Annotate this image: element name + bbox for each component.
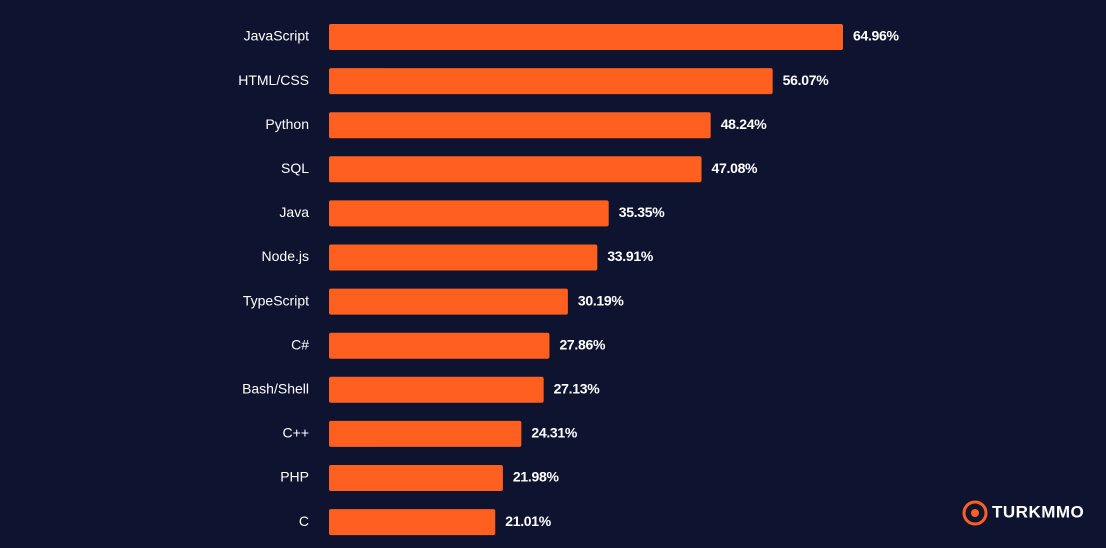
category-label: C xyxy=(299,513,309,529)
watermark: TURKMMO xyxy=(992,502,1084,521)
bar xyxy=(329,509,496,536)
value-label: 21.98% xyxy=(513,469,560,485)
category-label: PHP xyxy=(280,469,309,485)
value-label: 56.07% xyxy=(783,72,830,88)
value-label: 30.19% xyxy=(578,292,625,308)
value-label: 47.08% xyxy=(712,160,759,176)
value-label: 21.01% xyxy=(505,513,552,529)
bar xyxy=(329,332,550,359)
category-label: C++ xyxy=(283,425,309,441)
value-label: 48.24% xyxy=(721,116,768,132)
category-label: JavaScript xyxy=(244,28,309,44)
value-label: 35.35% xyxy=(619,204,666,220)
bar xyxy=(329,112,711,139)
value-label: 64.96% xyxy=(853,28,900,44)
bar xyxy=(329,200,609,227)
category-label: Bash/Shell xyxy=(242,381,309,397)
category-label: Java xyxy=(279,204,309,220)
bar xyxy=(329,24,843,50)
bar xyxy=(329,288,568,315)
category-label: TypeScript xyxy=(243,292,309,308)
bar xyxy=(329,68,773,95)
category-label: Node.js xyxy=(262,248,309,264)
watermark-logo xyxy=(962,500,988,526)
bar xyxy=(329,420,522,447)
value-label: 27.13% xyxy=(554,381,601,397)
value-label: 24.31% xyxy=(531,425,578,441)
value-label: 33.91% xyxy=(607,248,654,264)
bar xyxy=(329,156,702,183)
category-label: C# xyxy=(291,336,309,352)
bar xyxy=(329,465,503,491)
category-label: SQL xyxy=(281,160,309,176)
value-label: 27.86% xyxy=(559,336,606,352)
category-label: HTML/CSS xyxy=(238,72,309,88)
category-label: Python xyxy=(265,116,309,132)
bar xyxy=(329,376,544,403)
bar xyxy=(329,244,598,271)
